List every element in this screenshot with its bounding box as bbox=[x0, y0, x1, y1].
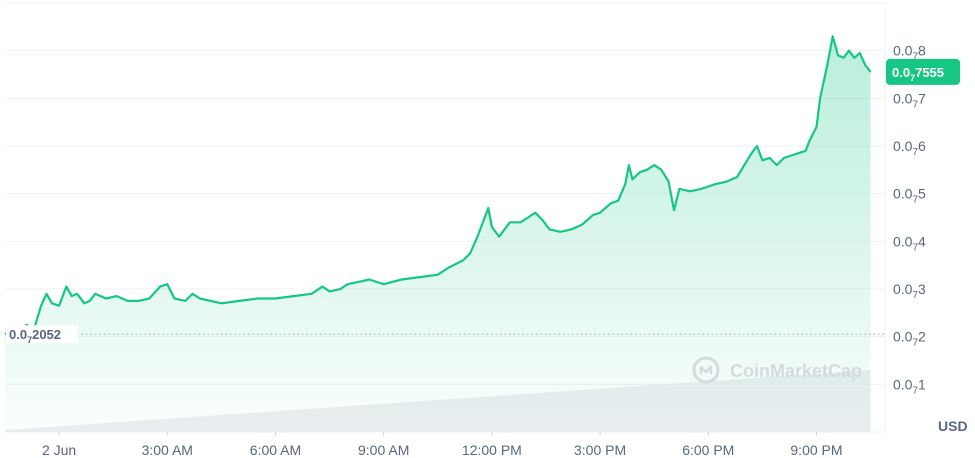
y-tick-label: 0.072 bbox=[893, 329, 926, 349]
x-tick-label: 6:00 PM bbox=[682, 442, 734, 458]
y-tick-label: 0.076 bbox=[893, 138, 926, 158]
currency-label: USD bbox=[938, 418, 968, 434]
open-price-label-bg bbox=[6, 325, 78, 344]
open-price-label: 0.072052 bbox=[9, 327, 61, 345]
y-tick-label: 0.074 bbox=[893, 233, 926, 253]
price-line bbox=[4, 35, 872, 336]
x-tick-label: 9:00 PM bbox=[790, 442, 842, 458]
x-tick-label: 3:00 PM bbox=[574, 442, 626, 458]
last-price-label: 0.077555 bbox=[892, 65, 944, 83]
x-tick-label: 2 Jun bbox=[42, 442, 76, 458]
x-tick-label: 3:00 AM bbox=[142, 442, 193, 458]
y-tick-label: 0.077 bbox=[893, 90, 926, 110]
price-area bbox=[5, 36, 871, 433]
x-tick-label: 9:00 AM bbox=[358, 442, 409, 458]
y-tick-label: 0.078 bbox=[893, 43, 926, 63]
y-tick-label: 0.075 bbox=[893, 186, 926, 206]
y-tick-label: 0.073 bbox=[893, 281, 926, 301]
watermark: CoinMarketCap bbox=[692, 356, 862, 384]
y-tick-label: 0.071 bbox=[893, 376, 926, 396]
watermark-logo-icon bbox=[692, 356, 720, 384]
watermark-text: CoinMarketCap bbox=[730, 361, 862, 381]
x-tick-label: 12:00 PM bbox=[462, 442, 522, 458]
x-tick-label: 6:00 AM bbox=[250, 442, 301, 458]
last-price-badge bbox=[886, 58, 960, 85]
